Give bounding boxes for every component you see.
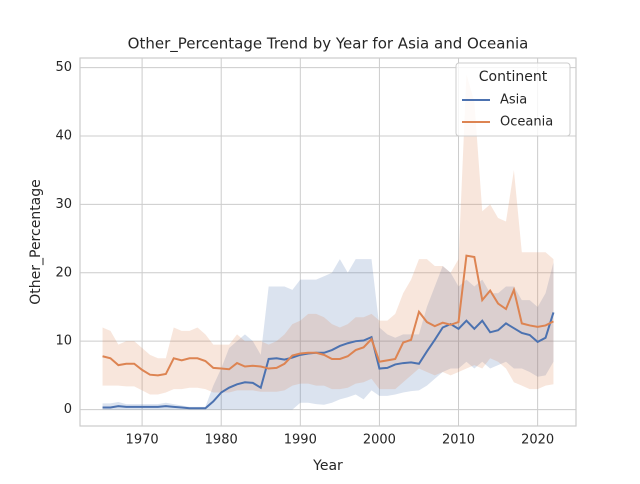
x-tick-label: 2010 xyxy=(442,433,475,448)
y-tick-label: 40 xyxy=(55,128,72,143)
y-tick-label: 30 xyxy=(55,197,72,212)
line xyxy=(102,312,555,410)
x-tick-label: 2000 xyxy=(363,433,396,448)
confidence-band xyxy=(102,74,554,395)
x-tick-label: 1980 xyxy=(205,433,238,448)
legend-box xyxy=(455,62,571,137)
x-tick-label: 1990 xyxy=(284,433,317,448)
chart-title: Other_Percentage Trend by Year for Asia … xyxy=(128,35,529,54)
x-tick-label: 2020 xyxy=(521,433,554,448)
confidence-band xyxy=(102,259,554,410)
legend-label: Oceania xyxy=(500,115,553,130)
x-axis-label: Year xyxy=(312,458,343,474)
y-tick-label: 20 xyxy=(55,265,72,280)
x-tick-label: 1970 xyxy=(126,433,159,448)
plot-frame xyxy=(79,57,577,427)
legend-label: Asia xyxy=(500,93,527,108)
y-axis-label: Other_Percentage xyxy=(28,179,44,305)
line xyxy=(102,254,554,377)
y-tick-label: 50 xyxy=(55,60,72,75)
y-tick-label: 10 xyxy=(55,334,72,349)
y-tick-label: 0 xyxy=(64,402,72,417)
legend-title: Continent xyxy=(479,69,548,85)
